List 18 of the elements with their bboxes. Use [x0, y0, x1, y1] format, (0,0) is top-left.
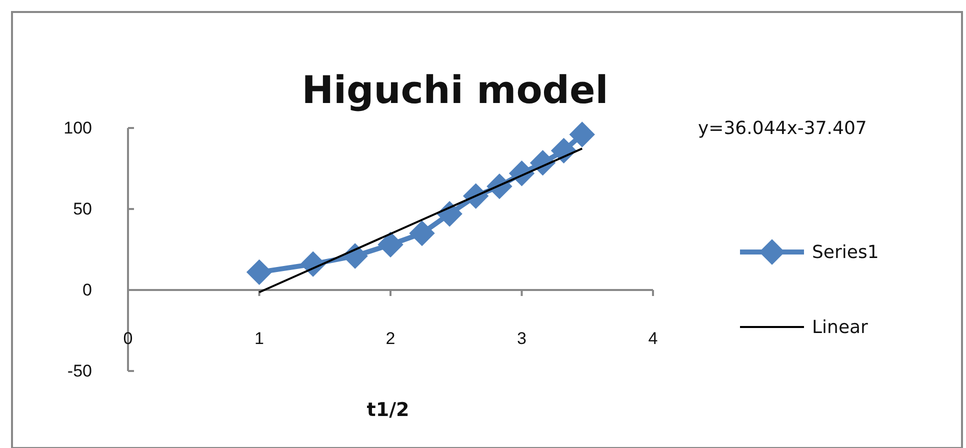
point — [569, 122, 595, 148]
x-tick-label: 1 — [254, 329, 264, 348]
chart-title: Higuchi model — [302, 68, 608, 112]
y-tick-label: 50 — [73, 199, 92, 218]
x-tick-label: 3 — [517, 329, 526, 348]
point — [409, 220, 435, 246]
point — [246, 259, 272, 286]
point — [378, 232, 404, 258]
text: y=36.044x-37.407 — [698, 118, 867, 139]
legend-label: Series1 — [812, 242, 879, 263]
x-tick-label: 4 — [648, 329, 658, 348]
x-axis-title: t1/2 — [366, 399, 410, 421]
y-tick-label: -50 — [67, 361, 92, 380]
legend-label: Linear — [812, 317, 869, 338]
x-tick-label: 0 — [123, 329, 133, 348]
y-tick-label: 100 — [64, 118, 92, 138]
y-tick-label: 0 — [82, 280, 92, 300]
x-tick-label: 2 — [386, 329, 396, 348]
